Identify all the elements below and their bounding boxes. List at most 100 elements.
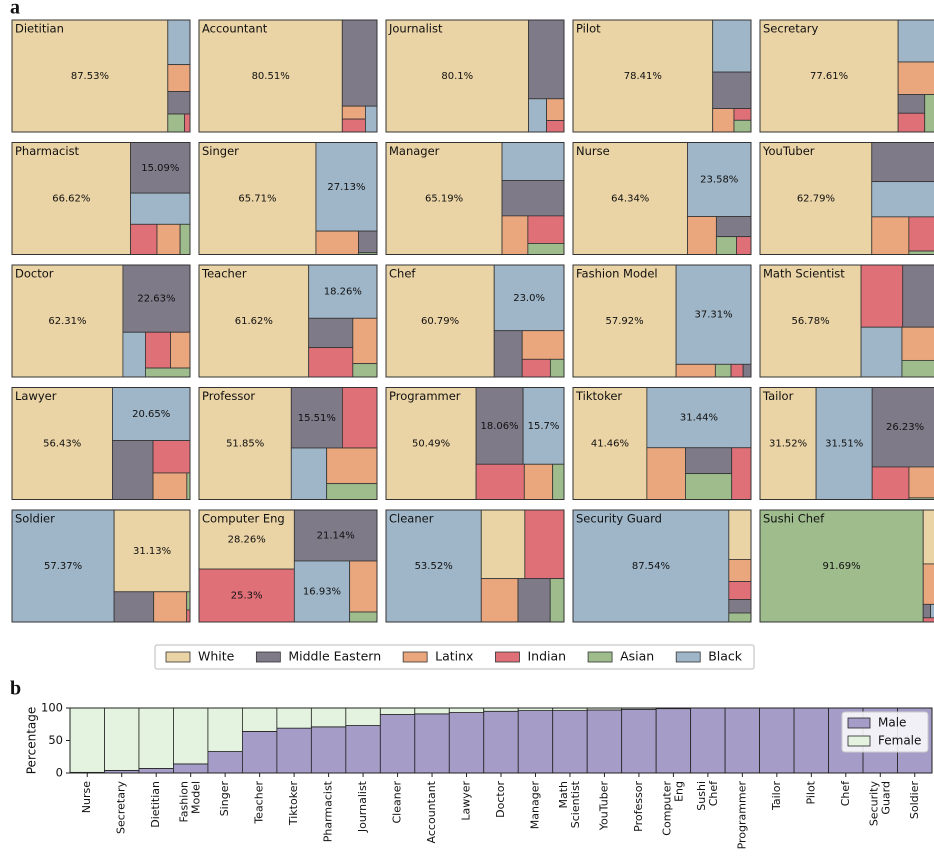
legend-label: White [198, 649, 235, 664]
treemap-cell [308, 317, 354, 349]
treemap-cell [341, 118, 366, 133]
x-tick-label: Pilot [804, 780, 817, 804]
legend-swatch [255, 651, 281, 663]
treemap-cell [675, 363, 716, 378]
treemap-cell [733, 108, 752, 121]
treemap-cell [152, 472, 188, 500]
treemap-title: Cleaner [389, 512, 434, 526]
value-label: 20.65% [132, 409, 170, 420]
treemap-cell [675, 264, 752, 365]
value-label: 91.69% [823, 561, 861, 572]
bar [69, 707, 105, 773]
treemap-cell [922, 563, 934, 605]
value-label: 31.52% [769, 439, 807, 450]
treemap-frame [11, 142, 191, 255]
treemap-frame [198, 19, 378, 133]
legend-swatch [165, 651, 191, 663]
treemap-cell [759, 19, 899, 133]
treemap-cell [167, 91, 191, 115]
treemap-cell [922, 603, 932, 619]
treemap-cell [341, 105, 366, 120]
treemap-frame [759, 264, 934, 378]
treemap-title: Lawyer [15, 389, 57, 403]
treemap-frame [198, 142, 378, 255]
x-tick-label: Soldier [908, 781, 921, 820]
x-tick-label: Chef [839, 780, 852, 806]
treemap-cell [527, 243, 565, 255]
legend-label: Asian [620, 649, 654, 664]
value-label: 41.46% [591, 439, 629, 450]
treemap-cell [901, 359, 934, 378]
x-tick-label: YouTuber [597, 781, 610, 832]
treemap-title: Teacher [201, 267, 247, 281]
treemap-cell [897, 61, 934, 95]
treemap-cell [524, 509, 565, 580]
x-tick-label: Singer [218, 781, 231, 817]
treemap-cell [480, 578, 519, 623]
treemap-cell [572, 387, 648, 500]
treemap-cell [153, 591, 188, 623]
x-tick-label: MathScientist [557, 780, 582, 828]
y-tick-label: 0 [56, 766, 63, 780]
treemap-title: Fashion Model [576, 267, 658, 281]
treemap-cell [198, 142, 317, 255]
treemap-cell [552, 463, 565, 500]
legend-swatch [675, 651, 701, 663]
value-label: 62.31% [48, 316, 86, 327]
treemap-cell [687, 142, 752, 217]
treemap-frame [385, 509, 565, 623]
treemap-cell [546, 120, 565, 133]
treemap-cell [156, 223, 181, 255]
treemap-cell [290, 387, 343, 449]
treemap-cell [130, 192, 191, 225]
treemap-cell [326, 483, 378, 500]
treemap-cell [521, 330, 565, 360]
legend-swatch [587, 651, 613, 663]
bar [207, 751, 243, 774]
treemap-cell [179, 223, 191, 255]
treemap-frame [572, 142, 752, 255]
treemap-cell [517, 578, 551, 623]
treemap-title: YouTuber [762, 144, 815, 158]
value-label: 87.53% [71, 71, 109, 82]
treemap-cell [130, 223, 158, 255]
treemap-cell [646, 447, 686, 500]
treemap-cell [546, 98, 565, 121]
value-label: 62.79% [797, 194, 835, 205]
treemap-frame [198, 387, 378, 500]
treemap-cell [184, 113, 191, 133]
treemap-cell [290, 447, 328, 500]
bar [310, 726, 347, 774]
value-label: 15.51% [298, 413, 336, 424]
treemap-cell [759, 264, 862, 378]
treemap-frame [759, 509, 934, 623]
value-label: 53.52% [415, 561, 453, 572]
bar [448, 712, 485, 774]
bar [276, 707, 312, 729]
bar [414, 707, 450, 715]
treemap-cell [815, 387, 873, 500]
treemap-frame [11, 264, 191, 378]
bar [138, 707, 174, 769]
treemap-cell [521, 358, 551, 378]
bar [345, 707, 381, 726]
treemap-title: Soldier [15, 512, 55, 526]
treemap-cell [685, 473, 733, 500]
treemap-cell [922, 617, 934, 623]
x-tick-label: Tiktoker [287, 781, 300, 827]
value-label: 50.49% [412, 439, 450, 450]
treemap-cell [908, 466, 934, 499]
x-tick-label: Nurse [80, 781, 93, 813]
treemap-cell [728, 612, 752, 623]
bar [793, 707, 829, 774]
value-label: 23.58% [700, 175, 738, 186]
value-label: 25.3% [231, 591, 263, 602]
y-axis-label: Percentage [25, 707, 39, 775]
legend: White Middle Eastern Latinx Indian Asian Blac… [154, 644, 755, 670]
x-tick-label: Secretary [115, 781, 128, 834]
bar [207, 707, 243, 752]
treemap-cell [528, 19, 565, 100]
treemap-cell [341, 19, 378, 107]
treemap-cell [342, 387, 378, 449]
